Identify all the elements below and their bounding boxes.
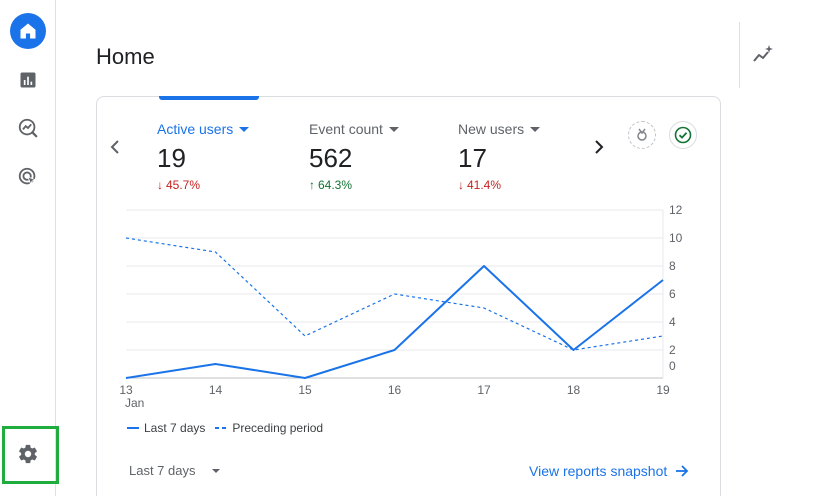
insight-badge[interactable]: [628, 121, 656, 149]
chevron-right-icon: [595, 140, 604, 154]
metric-delta: ↑ 64.3%: [309, 178, 399, 192]
metric-event-count[interactable]: Event count 562 ↑ 64.3%: [309, 121, 399, 192]
view-reports-snapshot-link[interactable]: View reports snapshot: [529, 463, 689, 479]
metric-delta-value: 64.3%: [318, 178, 353, 192]
nav-admin-button[interactable]: [10, 436, 46, 472]
home-icon: [20, 23, 36, 39]
metrics-prev-button[interactable]: [107, 137, 123, 157]
metric-delta-value: 45.7%: [166, 178, 201, 192]
page-title: Home: [96, 44, 155, 69]
legend-label: Preceding period: [232, 421, 324, 435]
arrow-down-icon: ↓: [458, 178, 464, 192]
legend-label: Last 7 days: [144, 421, 206, 435]
ribbon-badge-icon: [637, 128, 647, 141]
bar-chart-icon: [20, 72, 36, 88]
series-line-last-7-days: [125, 265, 664, 379]
metric-delta: ↓ 41.4%: [458, 178, 540, 192]
nav-advertising-button[interactable]: [10, 159, 46, 195]
x-tick-label: 14: [209, 383, 223, 397]
metrics-next-button[interactable]: [591, 137, 607, 157]
y-tick-label: 8: [669, 259, 676, 273]
explore-icon: [18, 118, 38, 138]
date-range-label: Last 7 days: [129, 463, 196, 478]
dashed-line-swatch: [215, 427, 228, 429]
metric-new-users[interactable]: New users 17 ↓ 41.4%: [458, 121, 541, 192]
arrow-right-icon: [676, 465, 689, 477]
metric-delta: ↓ 45.7%: [157, 178, 249, 192]
metric-value: 562: [309, 143, 353, 173]
chevron-left-icon: [110, 140, 119, 154]
x-axis-month-label: Jan: [125, 396, 144, 410]
x-tick-label: 16: [388, 383, 402, 397]
header-divider: [739, 22, 740, 88]
series-line-preceding-period: [125, 237, 664, 351]
solid-line-swatch: [127, 427, 139, 429]
arrow-down-icon: ↓: [157, 178, 163, 192]
y-tick-label: 4: [669, 315, 676, 329]
x-tick-label: 15: [298, 383, 312, 397]
dropdown-caret-icon: [211, 468, 220, 473]
y-tick-label: 0: [669, 359, 676, 373]
dropdown-caret-icon: [388, 126, 399, 132]
y-tick-label: 10: [669, 231, 683, 245]
y-tick-label: 12: [669, 203, 683, 217]
metric-label-wrap: Active users: [157, 121, 250, 137]
insights-sparkle-icon: [753, 45, 773, 62]
dropdown-caret-icon: [239, 126, 250, 132]
legend-item-last: Last 7 days: [127, 421, 205, 435]
chart-legend: Last 7 days Preceding period: [127, 421, 323, 435]
x-tick-label: 18: [567, 383, 581, 397]
left-nav-rail: [0, 0, 59, 496]
check-circle-icon: [674, 126, 692, 144]
advertising-icon: [18, 167, 37, 186]
x-tick-label: 13: [119, 383, 133, 397]
metric-label: Event count: [309, 121, 383, 137]
metric-value: 19: [157, 143, 186, 173]
insights-button[interactable]: [748, 40, 778, 70]
gear-icon: [19, 444, 37, 464]
metric-label: Active users: [157, 121, 234, 137]
legend-item-preceding: Preceding period: [215, 421, 323, 435]
metric-label-wrap: Event count: [309, 121, 399, 137]
dropdown-caret-icon: [530, 126, 541, 132]
active-metric-indicator: [159, 96, 259, 100]
metric-delta-value: 41.4%: [467, 178, 502, 192]
metric-label-wrap: New users: [458, 121, 541, 137]
data-quality-check[interactable]: [669, 121, 697, 149]
date-range-selector[interactable]: Last 7 days: [129, 463, 220, 478]
y-tick-label: 6: [669, 287, 676, 301]
admin-highlight-box: [2, 426, 59, 484]
metric-active-users[interactable]: Active users 19 ↓ 45.7%: [157, 121, 250, 192]
x-tick-label: 17: [477, 383, 491, 397]
metric-value: 17: [458, 143, 487, 173]
nav-reports-button[interactable]: [10, 62, 46, 98]
arrow-up-icon: ↑: [309, 178, 315, 192]
nav-explore-button[interactable]: [10, 110, 46, 146]
link-label: View reports snapshot: [529, 463, 668, 479]
x-tick-label: 19: [656, 383, 670, 397]
nav-home-button[interactable]: [10, 13, 46, 49]
metric-label: New users: [458, 121, 525, 137]
y-tick-label: 2: [669, 343, 676, 357]
home-overview-card: Active users 19 ↓ 45.7% Event count 562 …: [96, 96, 721, 496]
